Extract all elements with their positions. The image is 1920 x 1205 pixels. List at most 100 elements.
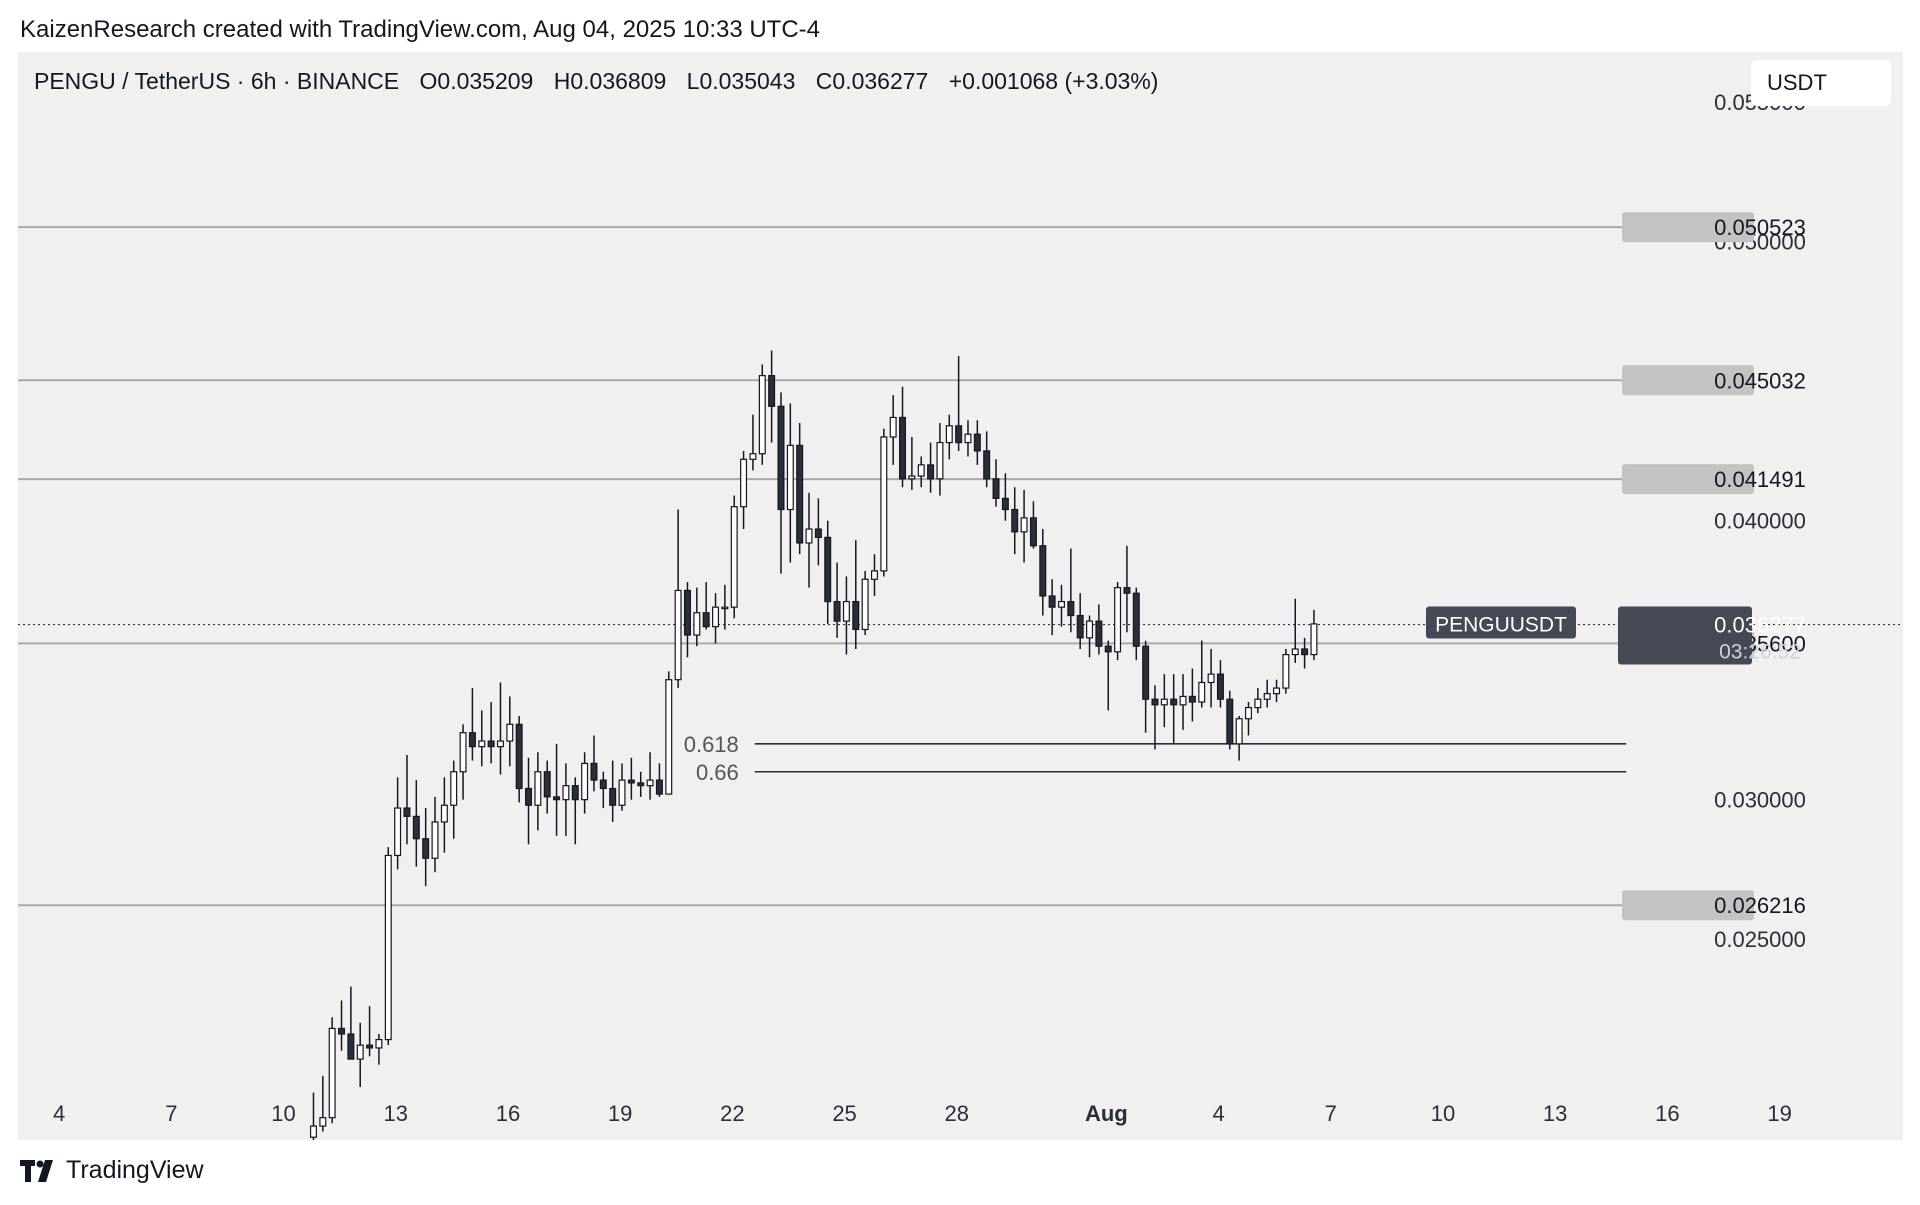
symbol-tag-badge bbox=[1426, 606, 1576, 639]
level-badge-label-4: 0.026216 bbox=[1714, 893, 1806, 918]
candle-down bbox=[702, 612, 710, 628]
candle-up bbox=[496, 740, 504, 748]
candle-up bbox=[730, 506, 738, 608]
candle-down bbox=[899, 416, 907, 480]
candle-down bbox=[515, 723, 523, 790]
candle-down bbox=[777, 405, 785, 511]
candle-up bbox=[1254, 698, 1262, 709]
level-badge-0 bbox=[1622, 212, 1754, 243]
candle-up bbox=[1086, 620, 1094, 639]
candle-down bbox=[571, 785, 579, 801]
candle-up bbox=[384, 854, 392, 1041]
candle-up bbox=[936, 441, 944, 480]
candle-up bbox=[459, 732, 467, 773]
candle-up bbox=[1310, 623, 1318, 656]
date-axis-label: 4 bbox=[53, 1101, 65, 1126]
candle-down bbox=[1142, 645, 1150, 700]
candle-down bbox=[525, 787, 533, 806]
level-badge-label-2: 0.041491 bbox=[1714, 467, 1806, 492]
date-axis-label: Aug bbox=[1085, 1101, 1128, 1126]
candle-down bbox=[768, 375, 776, 407]
tradingview-wordmark: TradingView bbox=[66, 1156, 204, 1184]
candle-up bbox=[945, 425, 953, 444]
candle-down bbox=[1076, 614, 1084, 639]
candle-up bbox=[375, 1038, 383, 1049]
candle-up bbox=[506, 723, 514, 742]
candle-down bbox=[403, 807, 411, 817]
level-badge-label-1: 0.045032 bbox=[1714, 368, 1806, 393]
current-price-label: 0.036277 bbox=[1714, 613, 1806, 638]
date-axis-label: 19 bbox=[1767, 1101, 1791, 1126]
symbol-tag-label: PENGUUSDT bbox=[1435, 614, 1567, 637]
candle-down bbox=[983, 450, 991, 480]
date-axis-label: 28 bbox=[945, 1101, 969, 1126]
candle-up bbox=[964, 433, 972, 444]
candle-up bbox=[1198, 681, 1206, 703]
candle-down bbox=[590, 762, 598, 781]
symbol-legend: PENGU / TetherUS · 6h · BINANCE O0.03520… bbox=[34, 68, 1172, 95]
candle-down bbox=[1001, 497, 1009, 511]
candle-up bbox=[581, 762, 589, 801]
candle-up bbox=[786, 444, 794, 511]
current-price-badge bbox=[1618, 606, 1752, 665]
candle-down bbox=[609, 787, 617, 806]
candle-down bbox=[655, 779, 663, 795]
candle-down bbox=[1067, 600, 1075, 617]
candle-up bbox=[618, 779, 626, 806]
candle-up bbox=[319, 1117, 327, 1127]
candle-up bbox=[534, 771, 542, 806]
candle-up bbox=[917, 464, 925, 477]
candle-up bbox=[1020, 517, 1028, 533]
level-badge-2 bbox=[1622, 464, 1754, 495]
date-axis-label: 16 bbox=[496, 1101, 520, 1126]
candle-up bbox=[861, 578, 869, 631]
candle-up bbox=[758, 375, 766, 455]
candle-up bbox=[842, 600, 850, 622]
candle-down bbox=[543, 771, 551, 798]
price-axis-label: 0.030000 bbox=[1714, 788, 1806, 813]
candle-down bbox=[1011, 508, 1019, 533]
tradingview-logo[interactable]: TradingView bbox=[20, 1156, 204, 1185]
candle-down bbox=[1095, 620, 1103, 647]
candle-up bbox=[1263, 693, 1271, 700]
candle-down bbox=[824, 536, 832, 603]
chart-panel[interactable]: 0.0550000.0500000.0400000.0300000.025000… bbox=[18, 52, 1903, 1140]
candle-up bbox=[478, 740, 486, 748]
symbol-name: PENGU / TetherUS · 6h · BINANCE bbox=[34, 68, 400, 94]
candle-up bbox=[889, 416, 897, 438]
candle-down bbox=[637, 782, 645, 787]
candle-down bbox=[1029, 517, 1037, 547]
candle-down bbox=[487, 740, 495, 748]
candle-down bbox=[1226, 698, 1234, 745]
candle-down bbox=[1048, 595, 1056, 608]
candle-up bbox=[740, 458, 748, 508]
level-badge-4 bbox=[1622, 890, 1754, 921]
date-axis-label: 13 bbox=[1543, 1101, 1567, 1126]
candle-up bbox=[1207, 673, 1215, 684]
candle-up bbox=[440, 804, 448, 823]
candlestick-chart[interactable]: 0.0550000.0500000.0400000.0300000.025000… bbox=[18, 52, 1903, 1140]
candle-down bbox=[338, 1027, 346, 1035]
candle-down bbox=[955, 425, 963, 444]
chart-credit: KaizenResearch created with TradingView.… bbox=[20, 16, 821, 43]
date-axis-label: 7 bbox=[165, 1101, 177, 1126]
candle-up bbox=[749, 453, 757, 460]
date-axis-label: 19 bbox=[608, 1101, 632, 1126]
date-axis-label: 16 bbox=[1655, 1101, 1679, 1126]
candle-down bbox=[1170, 698, 1178, 706]
candle-up bbox=[674, 589, 682, 681]
candle-down bbox=[973, 433, 981, 452]
level-badge-1 bbox=[1622, 365, 1754, 396]
candle-up bbox=[646, 779, 654, 787]
date-axis-label: 22 bbox=[720, 1101, 744, 1126]
candle-down bbox=[683, 589, 691, 636]
candle-up bbox=[1160, 698, 1168, 706]
price-axis-label: 0.025000 bbox=[1714, 927, 1806, 952]
candle-down bbox=[814, 528, 822, 539]
candle-up bbox=[562, 785, 570, 801]
candle-up bbox=[665, 679, 673, 795]
currency-selector[interactable]: USDT bbox=[1751, 60, 1891, 106]
candle-down bbox=[627, 779, 635, 784]
candle-down bbox=[1151, 698, 1159, 706]
price-axis-label: 0.040000 bbox=[1714, 509, 1806, 534]
